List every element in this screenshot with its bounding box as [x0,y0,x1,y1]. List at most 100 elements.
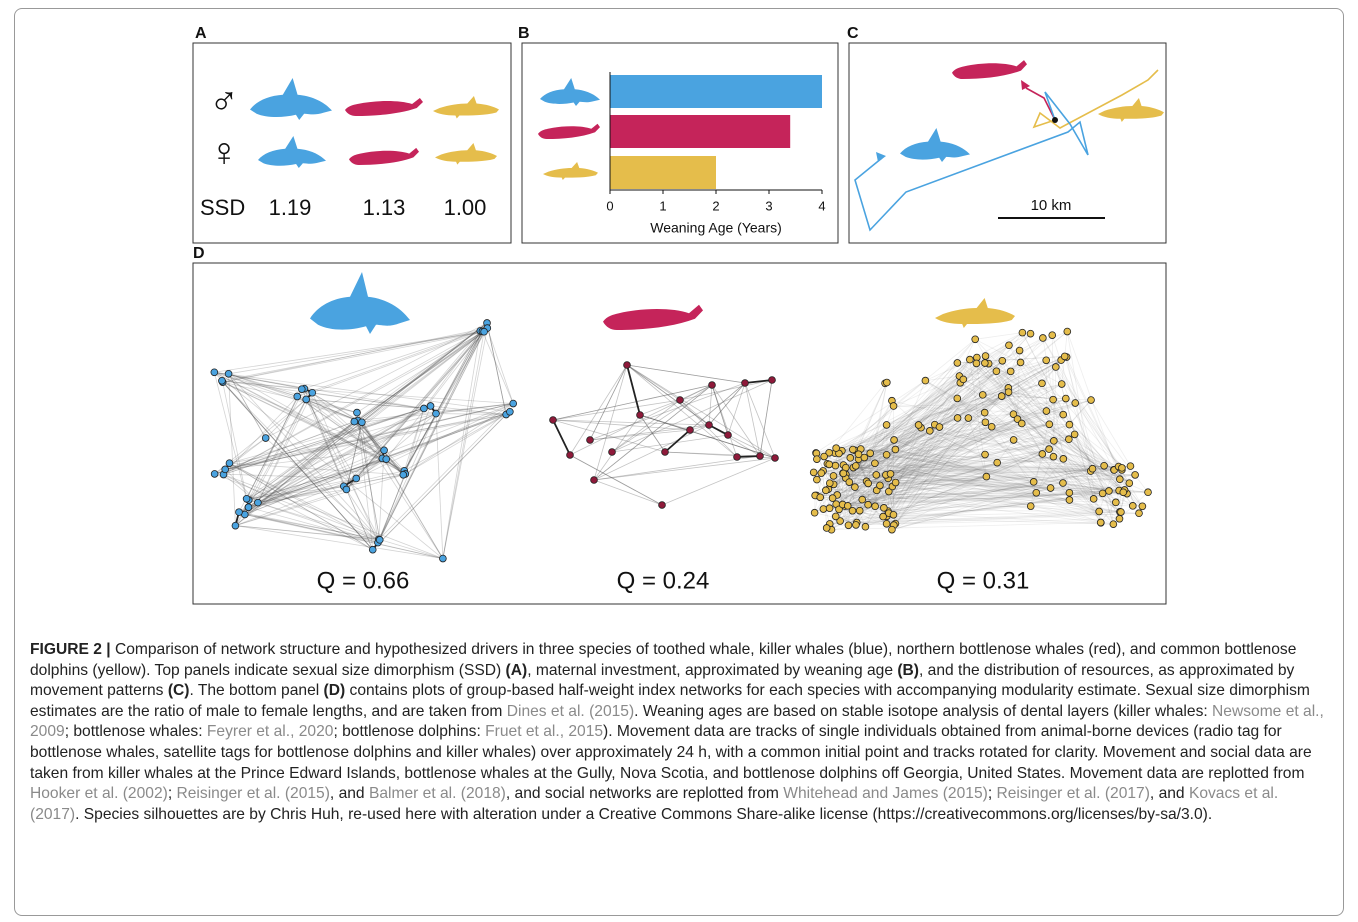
caption: FIGURE 2 | Comparison of network structu… [30,640,1330,825]
network-node [954,395,961,402]
network-node [1066,421,1073,428]
network-node [709,382,716,389]
citation-link[interactable]: Hooker et al. (2002) [30,785,168,802]
network-node [587,437,594,444]
network-node [966,356,973,363]
network-node [742,380,749,387]
network-node [1062,395,1069,402]
network-node [813,456,820,463]
network-node [1050,396,1057,403]
network-node [1132,472,1139,479]
network-node [922,377,929,384]
network-node [1065,436,1072,443]
network-node [1033,489,1040,496]
network-node [1043,357,1050,364]
network-node [859,496,866,503]
network-node [873,471,880,478]
network-node [1139,503,1146,510]
citation-link[interactable]: Dines et al. (2015) [507,703,634,720]
network-node [1088,397,1095,404]
network-node [1110,521,1117,528]
network-node [926,427,933,434]
network-node [833,445,840,452]
network-edge [487,328,513,403]
network-node [880,513,887,520]
network-node [865,501,872,508]
network-node [892,479,899,486]
caption-text: , and [1150,785,1189,802]
network-node [1120,489,1127,496]
ssd-value: 1.19 [269,195,312,220]
ssd-value: 1.13 [363,195,406,220]
network-node [757,453,764,460]
network-node [439,555,446,562]
network-node [1090,495,1097,502]
network-edge [235,526,442,559]
silhouette [603,305,703,330]
silhouette [435,143,497,165]
network-node [840,470,847,477]
network-node [294,393,301,400]
citation-link[interactable]: Reisinger et al. (2017) [997,785,1150,802]
network-node [1145,489,1152,496]
caption-text: . Species silhouettes are by Chris Huh, … [75,806,1212,823]
network-node [1096,508,1103,515]
network-node [769,377,776,384]
network-node [877,482,884,489]
network-edge [553,420,709,425]
network-node [849,446,856,453]
network-node [822,487,829,494]
network-node [998,393,1005,400]
network-node [823,525,830,532]
network-node [883,421,890,428]
network-node [225,370,232,377]
network-node [1005,389,1012,396]
citation-link[interactable]: Reisinger et al. (2015) [177,785,330,802]
caption-text: ; bottlenose whales: [65,723,207,740]
network-node [1017,359,1024,366]
network-node [421,405,428,412]
network-node [865,480,872,487]
network-node [1039,451,1046,458]
citation-link[interactable]: Feyrer et al., 2020 [207,723,334,740]
network-node [862,523,869,530]
network-node [1127,463,1134,470]
network-node [1027,330,1034,337]
caption-text: . The bottom panel [189,682,323,699]
network-node [832,462,839,469]
network-node [262,435,269,442]
network-node [846,479,853,486]
network-node [993,368,1000,375]
network-node [236,509,243,516]
network-edge [594,480,662,505]
caption-ref: (C) [168,682,190,699]
network-node [1060,411,1067,418]
network-node [1010,436,1017,443]
network-node [829,495,836,502]
network-node [211,471,218,478]
network-node [1052,364,1059,371]
citation-link[interactable]: Balmer et al. (2018) [369,785,506,802]
network-node [369,546,376,553]
network-node [981,409,988,416]
network-node [243,495,250,502]
network-node [1060,455,1067,462]
network-edge [487,323,506,415]
citation-link[interactable]: Whitehead and James (2015) [783,785,988,802]
network-edge [482,331,513,403]
network-node [1064,328,1071,335]
network-node [845,522,852,529]
male-symbol: ♂ [209,80,239,124]
network-node [609,449,616,456]
network-node [232,522,239,529]
network-node [1049,332,1056,339]
network-node [481,328,488,335]
network-node [1061,353,1068,360]
network-node [892,446,899,453]
network-node [856,507,863,514]
network-node [303,396,310,403]
network-node [1126,480,1133,487]
network-node [226,460,233,467]
panel-label: B [518,25,530,42]
citation-link[interactable]: Fruet et al., 2015 [485,723,603,740]
